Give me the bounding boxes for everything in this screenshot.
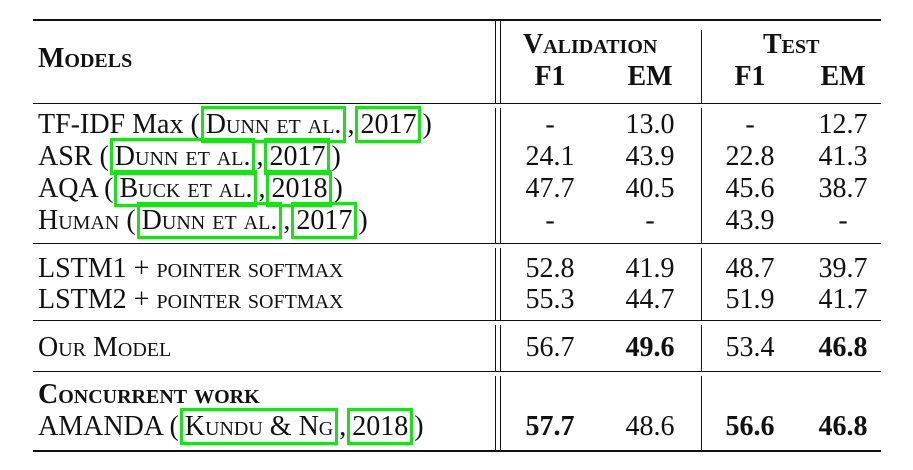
single-rule-mid — [701, 325, 703, 371]
table-row-model: TF-IDF Max (Dunn et al., 2017) — [38, 106, 432, 143]
val-f1-cell: 56.7 — [525, 332, 575, 363]
test-em-header: EM — [820, 61, 866, 92]
test-em-cell: 46.8 — [818, 332, 868, 363]
val-em-cell: 43.9 — [625, 141, 675, 172]
test-em-cell: 12.7 — [818, 109, 868, 140]
model-name: ASR — [38, 141, 93, 172]
val-em-header: EM — [627, 61, 673, 92]
double-rule-left-b — [500, 325, 502, 371]
single-rule-mid — [701, 30, 703, 103]
model-name: LSTM2 + pointer softmax — [38, 284, 344, 315]
test-f1-cell: 56.6 — [725, 411, 775, 442]
section-heading: Concurrent work — [38, 379, 260, 410]
model-name: TF-IDF Max — [38, 109, 184, 140]
test-em-cell: 46.8 — [818, 411, 868, 442]
model-name: AMANDA — [38, 411, 163, 442]
citation-year-link[interactable]: 2017 — [291, 202, 358, 239]
test-em-cell: 39.7 — [818, 253, 868, 284]
test-f1-cell: 51.9 — [725, 284, 775, 315]
citation-link[interactable]: Dunn et al. — [109, 138, 256, 175]
double-rule-left-b — [500, 248, 502, 320]
citation-year-link[interactable]: 2018 — [347, 408, 414, 445]
table-row-model: AMANDA (Kundu & Ng, 2018) — [38, 408, 424, 445]
citation-link[interactable]: Kundu & Ng — [179, 408, 339, 445]
test-em-cell: 38.7 — [818, 173, 868, 204]
val-f1-header: F1 — [534, 61, 566, 92]
validation-header: Validation — [523, 29, 658, 60]
double-rule-left-a — [495, 108, 497, 243]
citation-link[interactable]: Dunn et al. — [200, 106, 347, 143]
citation-year-link[interactable]: 2017 — [355, 106, 422, 143]
test-f1-cell: 48.7 — [725, 253, 775, 284]
citation-link[interactable]: Dunn et al. — [136, 202, 283, 239]
test-f1-cell: 53.4 — [725, 332, 775, 363]
single-rule-mid — [701, 376, 703, 450]
citation-year-link[interactable]: 2018 — [266, 170, 333, 207]
double-rule-left-a — [495, 376, 497, 450]
val-em-cell: 49.6 — [625, 332, 675, 363]
citation-link[interactable]: Buck et al. — [114, 170, 258, 207]
test-em-cell: 41.3 — [818, 141, 868, 172]
val-f1-cell: 47.7 — [525, 173, 575, 204]
test-em-cell: - — [838, 205, 848, 236]
val-em-cell: - — [645, 205, 655, 236]
double-rule-left-b — [500, 376, 502, 450]
val-f1-cell: 57.7 — [525, 411, 575, 442]
val-f1-cell: - — [545, 205, 555, 236]
models-header: Models — [38, 43, 133, 74]
baselines-rule — [33, 243, 881, 244]
val-em-cell: 48.6 — [625, 411, 675, 442]
double-rule-left-b — [500, 108, 502, 243]
model-name: AQA — [38, 173, 98, 204]
header-rule — [33, 103, 881, 104]
model-name: Human — [38, 205, 120, 236]
val-em-cell: 40.5 — [625, 173, 675, 204]
double-rule-left-b — [500, 19, 502, 103]
table-row-model: AQA (Buck et al., 2018) — [38, 170, 343, 207]
val-f1-cell: 55.3 — [525, 284, 575, 315]
test-f1-cell: 22.8 — [725, 141, 775, 172]
model-name: Our Model — [38, 332, 172, 363]
table-row-model: ASR (Dunn et al., 2017) — [38, 138, 341, 175]
double-rule-left-a — [495, 325, 497, 371]
our-model-rule — [33, 371, 881, 372]
val-em-cell: 44.7 — [625, 284, 675, 315]
test-f1-cell: - — [745, 109, 755, 140]
model-name: LSTM1 + pointer softmax — [38, 253, 344, 284]
single-rule-mid — [701, 248, 703, 320]
bottom-rule — [33, 450, 881, 452]
val-em-cell: 13.0 — [625, 109, 675, 140]
top-rule — [33, 19, 881, 21]
citation-year-link[interactable]: 2017 — [264, 138, 331, 175]
val-f1-cell: - — [545, 109, 555, 140]
test-f1-header: F1 — [734, 61, 766, 92]
test-header: Test — [763, 29, 820, 60]
lstm-rule — [33, 320, 881, 321]
table-row-model: Human (Dunn et al., 2017) — [38, 202, 368, 239]
val-f1-cell: 24.1 — [525, 141, 575, 172]
val-f1-cell: 52.8 — [525, 253, 575, 284]
double-rule-left-a — [495, 248, 497, 320]
single-rule-mid — [701, 108, 703, 243]
test-f1-cell: 43.9 — [725, 205, 775, 236]
val-em-cell: 41.9 — [625, 253, 675, 284]
test-em-cell: 41.7 — [818, 284, 868, 315]
test-f1-cell: 45.6 — [725, 173, 775, 204]
double-rule-left-a — [495, 19, 497, 103]
